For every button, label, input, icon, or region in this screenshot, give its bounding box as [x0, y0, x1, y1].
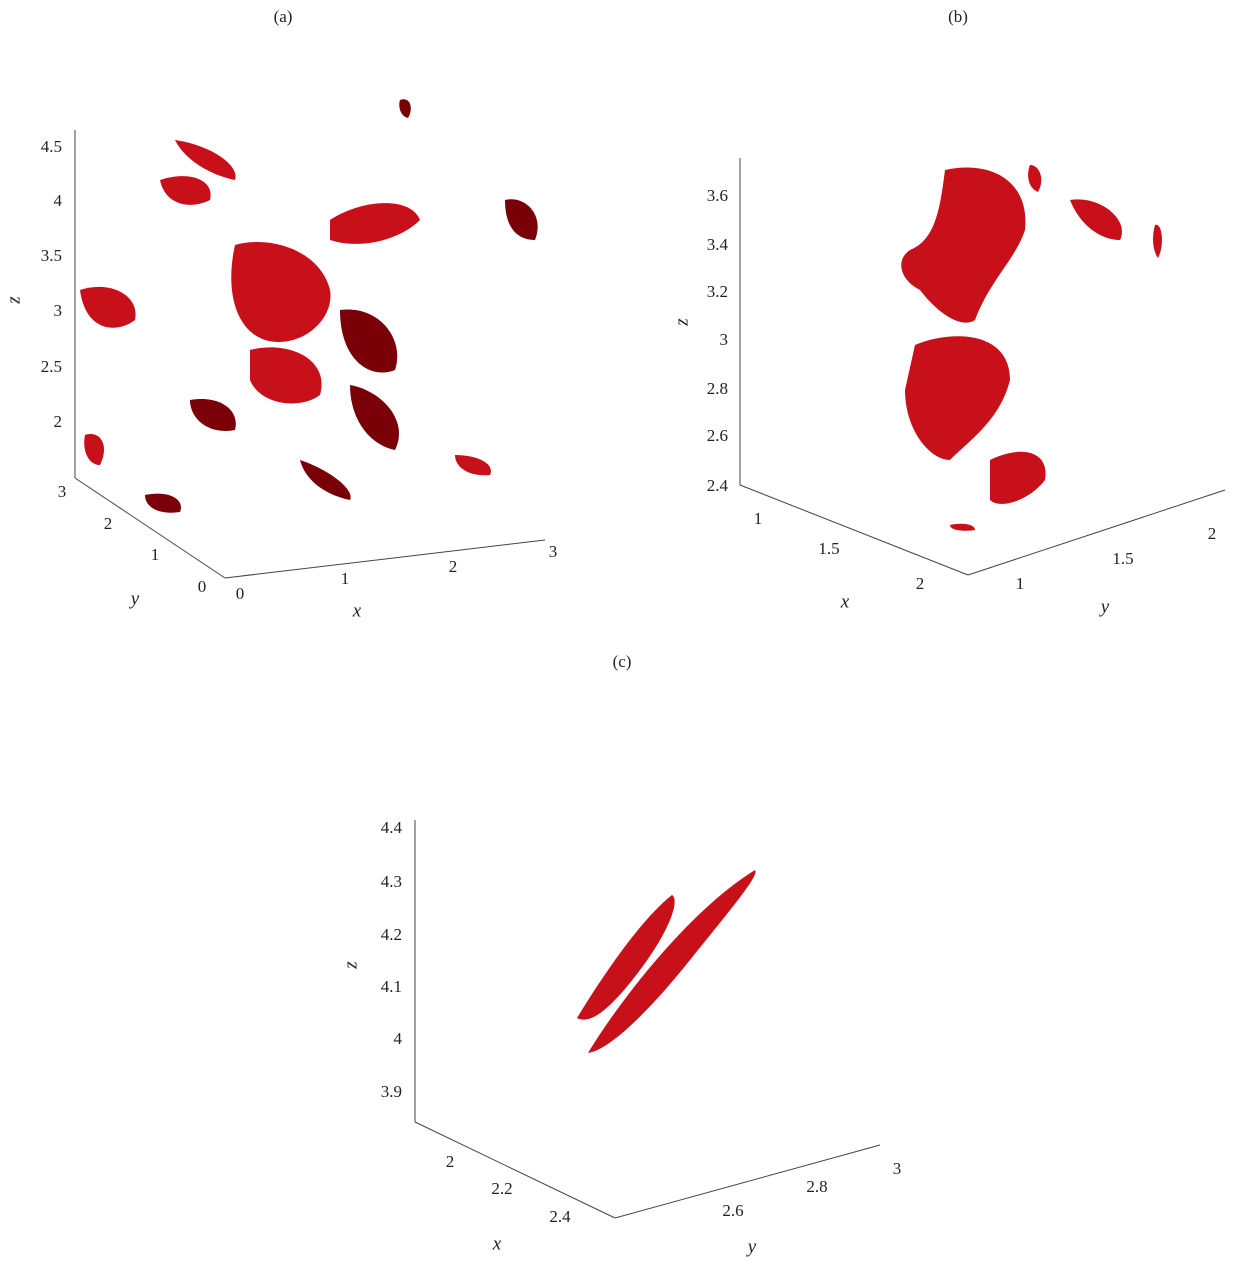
z-tick-label: 3.2	[707, 282, 728, 301]
z-tick-label: 4	[54, 191, 63, 210]
isosurface	[990, 451, 1046, 504]
isosurface	[190, 399, 236, 431]
isosurface	[80, 286, 136, 328]
isosurface	[455, 455, 491, 476]
x-tick-label: 2	[916, 574, 925, 593]
axis-line	[967, 489, 1226, 576]
z-tick-label: 4.5	[41, 137, 62, 156]
isosurface	[160, 176, 211, 205]
axis-line	[614, 1144, 881, 1219]
x-tick-label: 3	[549, 542, 558, 561]
y-tick-label: 1	[151, 545, 160, 564]
isosurfaces-b	[901, 165, 1162, 531]
isosurface	[1070, 199, 1122, 240]
isosurface	[905, 336, 1010, 460]
z-tick-label: 4.3	[381, 872, 402, 891]
axis-line	[224, 539, 546, 579]
y-tick-label: 2	[1208, 524, 1217, 543]
z-tick-label: 4.2	[381, 925, 402, 944]
y-axis-label: y	[1099, 596, 1110, 617]
z-tick-label: 3.9	[381, 1082, 402, 1101]
isosurfaces-c	[577, 870, 756, 1053]
y-tick-label: 2.8	[806, 1177, 827, 1196]
y-tick-label: 1.5	[1112, 549, 1133, 568]
z-tick-label: 4.1	[381, 977, 402, 996]
z-tick-label: 4	[394, 1029, 403, 1048]
isosurface	[588, 870, 756, 1053]
z-tick-label: 3	[54, 301, 63, 320]
x-tick-label: 2	[446, 1152, 455, 1171]
isosurface	[1028, 165, 1042, 192]
panel-label: (c)	[613, 652, 632, 671]
isosurface	[175, 140, 236, 180]
isosurface	[1153, 224, 1162, 258]
z-axis-label: z	[3, 296, 24, 305]
panel-label: (a)	[274, 7, 293, 26]
x-axis-label: x	[352, 600, 362, 621]
z-tick-label: 2.8	[707, 379, 728, 398]
isosurface	[231, 242, 331, 342]
z-tick-label: 2.6	[707, 426, 728, 445]
isosurface	[330, 203, 420, 244]
isosurface	[505, 199, 538, 240]
z-tick-label: 2.5	[41, 357, 62, 376]
x-tick-label: 0	[236, 584, 245, 603]
isosurface	[399, 99, 411, 118]
panels: (a)0123x0123y22.533.544.5z(b)11.52x11.52…	[3, 7, 1226, 1257]
x-tick-label: 2.2	[491, 1179, 512, 1198]
z-tick-label: 3.6	[707, 186, 728, 205]
z-axis-label: z	[671, 318, 692, 327]
z-tick-label: 2	[54, 412, 63, 431]
isosurface	[300, 460, 351, 500]
z-tick-label: 3.4	[707, 235, 729, 254]
isosurface	[577, 895, 675, 1020]
y-tick-label: 2.6	[722, 1201, 743, 1220]
y-axis-label: y	[129, 588, 140, 609]
axis-line	[74, 477, 226, 579]
x-axis-label: x	[840, 591, 850, 612]
isosurface	[350, 385, 399, 450]
y-tick-label: 0	[198, 577, 207, 596]
x-axis-label: x	[492, 1233, 502, 1254]
axis-line	[414, 1121, 616, 1219]
isosurface	[84, 434, 105, 465]
z-tick-label: 2.4	[707, 476, 729, 495]
y-tick-label: 3	[893, 1159, 902, 1178]
isosurface	[901, 167, 1026, 323]
z-tick-label: 4.4	[381, 818, 403, 837]
x-tick-label: 2	[449, 557, 458, 576]
x-tick-label: 1	[754, 509, 763, 528]
isosurfaces-a	[80, 99, 538, 513]
isosurface	[250, 347, 322, 404]
isosurface	[950, 523, 975, 531]
panel-label: (b)	[948, 7, 968, 26]
x-tick-label: 1	[341, 569, 350, 588]
y-tick-label: 3	[58, 482, 67, 501]
isosurface	[145, 493, 181, 513]
axis-line	[739, 484, 969, 576]
z-tick-label: 3	[720, 330, 729, 349]
y-axis-label: y	[746, 1236, 757, 1257]
x-tick-label: 2.4	[549, 1207, 571, 1226]
z-axis-label: z	[340, 961, 361, 970]
y-tick-label: 1	[1016, 574, 1025, 593]
y-tick-label: 2	[104, 514, 113, 533]
x-tick-label: 1.5	[818, 539, 839, 558]
isosurface	[340, 309, 398, 373]
z-tick-label: 3.5	[41, 246, 62, 265]
